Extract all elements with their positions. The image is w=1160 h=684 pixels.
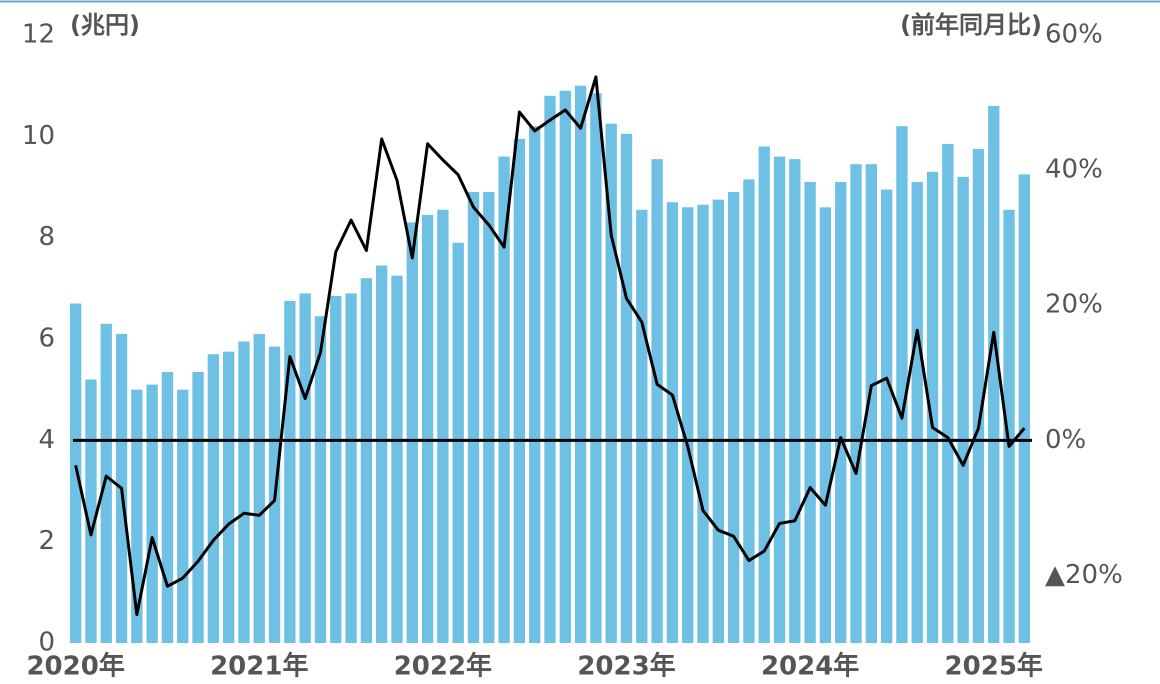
bar bbox=[452, 242, 464, 643]
bar bbox=[498, 156, 510, 643]
bar bbox=[835, 181, 847, 643]
bar bbox=[437, 209, 449, 644]
bar bbox=[972, 149, 985, 643]
bar bbox=[636, 209, 648, 644]
bar bbox=[85, 379, 97, 643]
y-tick-label: 0 bbox=[38, 628, 55, 658]
bar bbox=[513, 138, 526, 643]
bar bbox=[911, 181, 923, 643]
bar bbox=[590, 93, 602, 644]
y-tick-label: 12 bbox=[22, 20, 55, 50]
bar bbox=[865, 164, 877, 643]
bar bbox=[880, 189, 893, 644]
bar bbox=[284, 301, 296, 643]
bar bbox=[131, 389, 143, 643]
bar bbox=[773, 156, 786, 643]
bar bbox=[177, 389, 189, 643]
bar bbox=[360, 278, 373, 643]
bar bbox=[850, 164, 862, 643]
bar bbox=[574, 85, 587, 643]
bar bbox=[789, 159, 801, 643]
bar bbox=[988, 105, 1000, 643]
bar bbox=[529, 126, 541, 643]
x-tick-label: 2023年 bbox=[577, 651, 675, 682]
bar bbox=[223, 351, 235, 643]
y2-tick-label: 20% bbox=[1045, 290, 1103, 320]
bar bbox=[467, 192, 480, 644]
bar bbox=[192, 371, 204, 643]
x-tick-label: 2020年 bbox=[26, 651, 124, 682]
bar bbox=[758, 146, 770, 643]
y2-tick-label: 60% bbox=[1045, 20, 1103, 50]
bar bbox=[146, 384, 158, 643]
bar bbox=[345, 293, 357, 643]
bar bbox=[804, 181, 816, 643]
bar bbox=[1003, 209, 1015, 644]
bar bbox=[819, 207, 832, 643]
bar bbox=[697, 204, 709, 643]
bar bbox=[544, 95, 556, 644]
bar bbox=[926, 171, 939, 644]
bar bbox=[391, 275, 403, 643]
bar bbox=[559, 90, 571, 643]
y-tick-label: 10 bbox=[22, 121, 55, 151]
y2-axis-label: (前年同月比) bbox=[900, 11, 1042, 39]
bar bbox=[69, 303, 82, 643]
bar bbox=[743, 179, 755, 643]
bar bbox=[253, 333, 265, 643]
bar bbox=[406, 222, 418, 643]
y-tick-label: 8 bbox=[38, 222, 55, 252]
bar bbox=[314, 316, 327, 643]
bar bbox=[682, 207, 694, 643]
bar bbox=[942, 143, 954, 643]
x-tick-label: 2025年 bbox=[945, 651, 1043, 682]
bar bbox=[483, 192, 495, 644]
bar bbox=[727, 192, 740, 644]
bar bbox=[238, 341, 250, 643]
bar bbox=[161, 371, 174, 643]
bar bbox=[207, 354, 220, 643]
y-tick-label: 6 bbox=[38, 324, 55, 354]
bar bbox=[299, 293, 311, 643]
bar bbox=[100, 323, 112, 643]
bar bbox=[620, 133, 633, 644]
bar bbox=[421, 214, 434, 643]
x-tick-label: 2022年 bbox=[394, 651, 492, 682]
y2-tick-label: 0% bbox=[1045, 425, 1086, 455]
y-tick-label: 2 bbox=[38, 526, 55, 556]
bar bbox=[605, 123, 617, 643]
bar bbox=[651, 159, 663, 643]
bar bbox=[666, 202, 679, 643]
bar bbox=[376, 265, 388, 643]
bar bbox=[1018, 174, 1031, 644]
y2-tick-label: 40% bbox=[1045, 155, 1103, 185]
bar bbox=[957, 176, 969, 643]
bar bbox=[330, 295, 342, 643]
x-tick-label: 2021年 bbox=[210, 651, 308, 682]
x-tick-label: 2024年 bbox=[761, 651, 859, 682]
bar bbox=[712, 199, 724, 643]
y-axis-label: (兆円) bbox=[70, 11, 140, 39]
y-tick-label: 4 bbox=[38, 425, 55, 455]
line bbox=[74, 75, 1026, 617]
y2-tick-label: ▲20% bbox=[1045, 560, 1123, 590]
bar bbox=[896, 126, 908, 643]
